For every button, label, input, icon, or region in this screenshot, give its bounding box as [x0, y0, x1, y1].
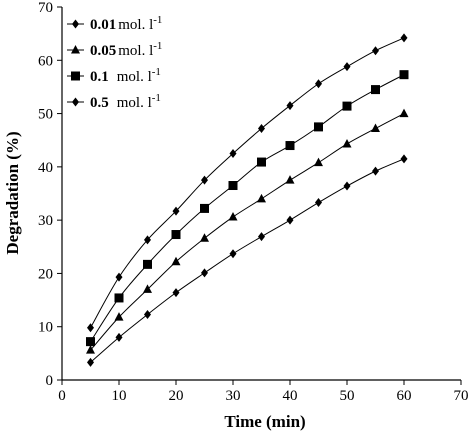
data-point: [257, 193, 266, 203]
legend-marker: [71, 45, 80, 54]
data-point: [342, 138, 352, 148]
data-point: [229, 149, 237, 159]
y-tick-label: 20: [38, 266, 53, 282]
data-point: [144, 235, 151, 245]
data-point: [314, 157, 323, 167]
legend-marker: [72, 97, 79, 107]
data-point: [399, 108, 409, 118]
legend-marker: [71, 71, 80, 81]
data-point: [200, 203, 209, 213]
x-tick-label: 0: [58, 388, 66, 404]
data-point: [400, 154, 408, 164]
y-tick-label: 70: [38, 0, 53, 16]
x-tick-label: 50: [340, 388, 355, 404]
data-point: [114, 312, 124, 321]
data-point: [115, 272, 123, 282]
data-point: [114, 293, 124, 303]
data-point: [257, 157, 266, 167]
data-point: [399, 70, 409, 80]
data-point: [229, 249, 237, 259]
series-line: [90, 113, 405, 351]
plot-series: [86, 33, 409, 367]
series-0.5: [87, 154, 408, 367]
x-axis-title: Time (min): [224, 412, 305, 431]
x-tick-label: 40: [283, 388, 298, 404]
data-point: [286, 215, 294, 225]
axes: 0 10 20 30 40 50 60 70 0 10 20 30 40 50 60 70: [38, 0, 469, 404]
data-point: [371, 123, 380, 132]
data-point: [400, 33, 408, 43]
legend-label: 0.5 mol. l-1: [90, 92, 161, 111]
x-tick-label: 70: [454, 388, 469, 404]
y-tick-label: 60: [38, 53, 53, 69]
data-point: [228, 181, 238, 191]
legend-label: 0.05 mol. l-1: [90, 40, 162, 59]
data-point: [258, 232, 265, 242]
data-point: [285, 175, 295, 184]
data-point: [371, 85, 380, 95]
data-point: [86, 337, 95, 347]
data-point: [86, 345, 95, 354]
data-point: [87, 357, 94, 367]
data-point: [171, 230, 181, 240]
x-tick-label: 30: [226, 388, 241, 404]
data-point: [372, 46, 379, 56]
data-point: [228, 211, 238, 221]
data-point: [343, 62, 351, 72]
data-point: [201, 268, 208, 278]
y-tick-label: 30: [38, 213, 53, 229]
data-point: [372, 166, 379, 176]
data-point: [342, 101, 352, 111]
x-tick-label: 60: [397, 388, 412, 404]
data-point: [285, 141, 295, 151]
data-point: [115, 332, 123, 342]
data-point: [143, 284, 152, 293]
series-0.05: [86, 108, 409, 354]
legend-label: 0.01 mol. l-1: [90, 14, 162, 33]
legend-item-0.05: 0.05 mol. l-1: [67, 40, 162, 59]
data-point: [200, 233, 209, 242]
data-point: [314, 122, 323, 132]
x-tick-label: 10: [112, 388, 127, 404]
data-point: [286, 101, 294, 111]
data-point: [343, 181, 351, 191]
data-point: [315, 79, 322, 89]
data-point: [201, 175, 208, 185]
data-point: [172, 288, 180, 298]
data-point: [87, 323, 94, 333]
legend-marker: [72, 19, 79, 29]
data-point: [144, 309, 151, 319]
legend-item-0.5: 0.5 mol. l-1: [67, 92, 161, 111]
y-tick-label: 50: [38, 107, 53, 123]
data-point: [258, 123, 265, 133]
series-line: [90, 158, 405, 363]
series-0.1: [86, 70, 409, 347]
series-0.01: [87, 33, 408, 333]
y-tick-label: 40: [38, 160, 53, 176]
data-point: [171, 256, 181, 266]
legend: 0.01 mol. l-1 0.05 mol. l-1 0.1 mol. l-1 0.5 mo…: [67, 14, 162, 111]
y-axis-title: Degradation (%): [3, 131, 22, 254]
data-point: [172, 206, 180, 216]
legend-item-0.1: 0.1 mol. l-1: [67, 66, 161, 85]
legend-label: 0.1 mol. l-1: [90, 66, 161, 85]
y-tick-label: 0: [46, 373, 54, 389]
x-tick-label: 20: [169, 388, 184, 404]
y-tick-label: 10: [38, 320, 53, 336]
data-point: [143, 259, 152, 269]
legend-item-0.01: 0.01 mol. l-1: [67, 14, 162, 33]
data-point: [315, 198, 322, 208]
